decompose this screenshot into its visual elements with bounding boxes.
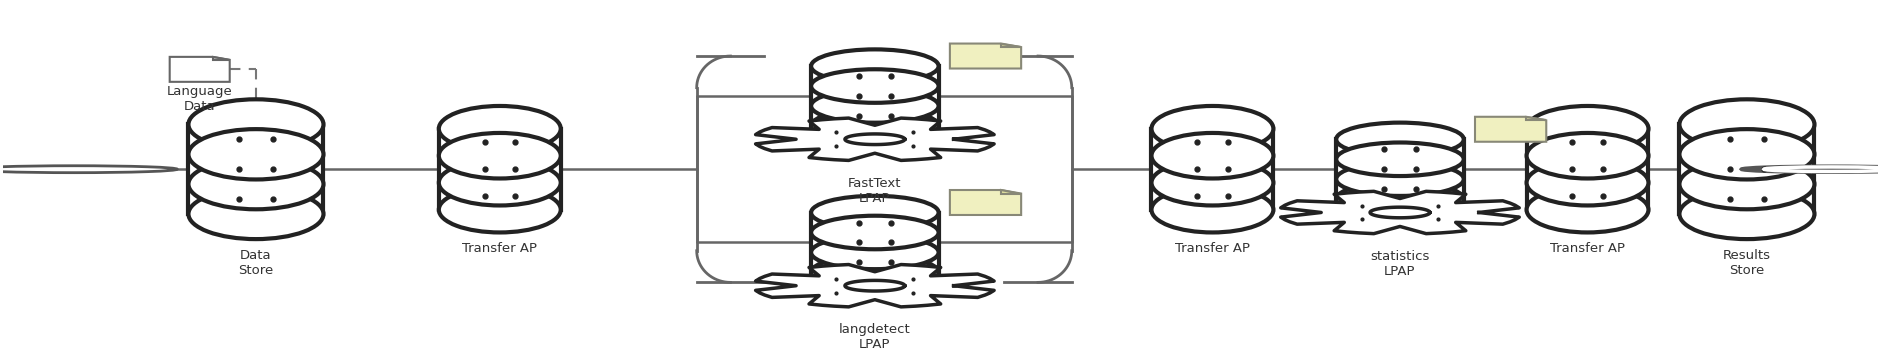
Ellipse shape	[810, 216, 938, 249]
Ellipse shape	[810, 109, 938, 143]
Ellipse shape	[1151, 133, 1273, 178]
Ellipse shape	[1527, 160, 1647, 205]
Text: Data
Store: Data Store	[239, 249, 273, 277]
Polygon shape	[1280, 191, 1519, 234]
Text: Transfer AP: Transfer AP	[1549, 242, 1624, 256]
Polygon shape	[1000, 190, 1021, 194]
Ellipse shape	[1151, 106, 1273, 152]
Text: Transfer AP: Transfer AP	[1175, 242, 1250, 256]
Ellipse shape	[1527, 106, 1647, 152]
Ellipse shape	[188, 99, 323, 150]
Ellipse shape	[1679, 129, 1814, 179]
Ellipse shape	[1679, 159, 1814, 209]
Polygon shape	[844, 281, 904, 291]
Ellipse shape	[188, 189, 323, 239]
Ellipse shape	[810, 69, 938, 103]
Ellipse shape	[188, 129, 323, 179]
Ellipse shape	[438, 160, 560, 205]
Ellipse shape	[1335, 122, 1463, 156]
Polygon shape	[212, 57, 229, 60]
Ellipse shape	[438, 106, 560, 152]
Text: FastText
LPAP: FastText LPAP	[848, 177, 901, 205]
Text: statistics
LPAP: statistics LPAP	[1369, 250, 1429, 278]
Text: Results
Store: Results Store	[1722, 249, 1769, 277]
Ellipse shape	[1741, 166, 1880, 172]
Polygon shape	[1474, 117, 1545, 142]
Ellipse shape	[438, 187, 560, 232]
Ellipse shape	[1335, 162, 1463, 196]
Polygon shape	[844, 134, 904, 145]
Ellipse shape	[1527, 133, 1647, 178]
Ellipse shape	[810, 196, 938, 229]
Polygon shape	[1000, 43, 1021, 47]
Polygon shape	[756, 265, 995, 307]
Polygon shape	[756, 118, 995, 161]
Ellipse shape	[1151, 187, 1273, 232]
Ellipse shape	[1151, 160, 1273, 205]
Polygon shape	[1369, 207, 1429, 218]
Ellipse shape	[810, 89, 938, 123]
Polygon shape	[169, 57, 229, 82]
Ellipse shape	[188, 159, 323, 209]
Ellipse shape	[1527, 187, 1647, 232]
Text: Language
Data: Language Data	[167, 85, 233, 113]
Ellipse shape	[1335, 142, 1463, 176]
Ellipse shape	[438, 133, 560, 178]
Polygon shape	[1525, 117, 1545, 120]
Ellipse shape	[810, 236, 938, 269]
Text: Transfer AP: Transfer AP	[462, 242, 538, 256]
Polygon shape	[949, 43, 1021, 68]
Ellipse shape	[1679, 99, 1814, 150]
Ellipse shape	[1335, 182, 1463, 216]
Ellipse shape	[1679, 189, 1814, 239]
Ellipse shape	[810, 256, 938, 289]
Text: langdetect
LPAP: langdetect LPAP	[838, 323, 910, 351]
Polygon shape	[949, 190, 1021, 215]
Ellipse shape	[810, 49, 938, 83]
Ellipse shape	[0, 166, 177, 173]
